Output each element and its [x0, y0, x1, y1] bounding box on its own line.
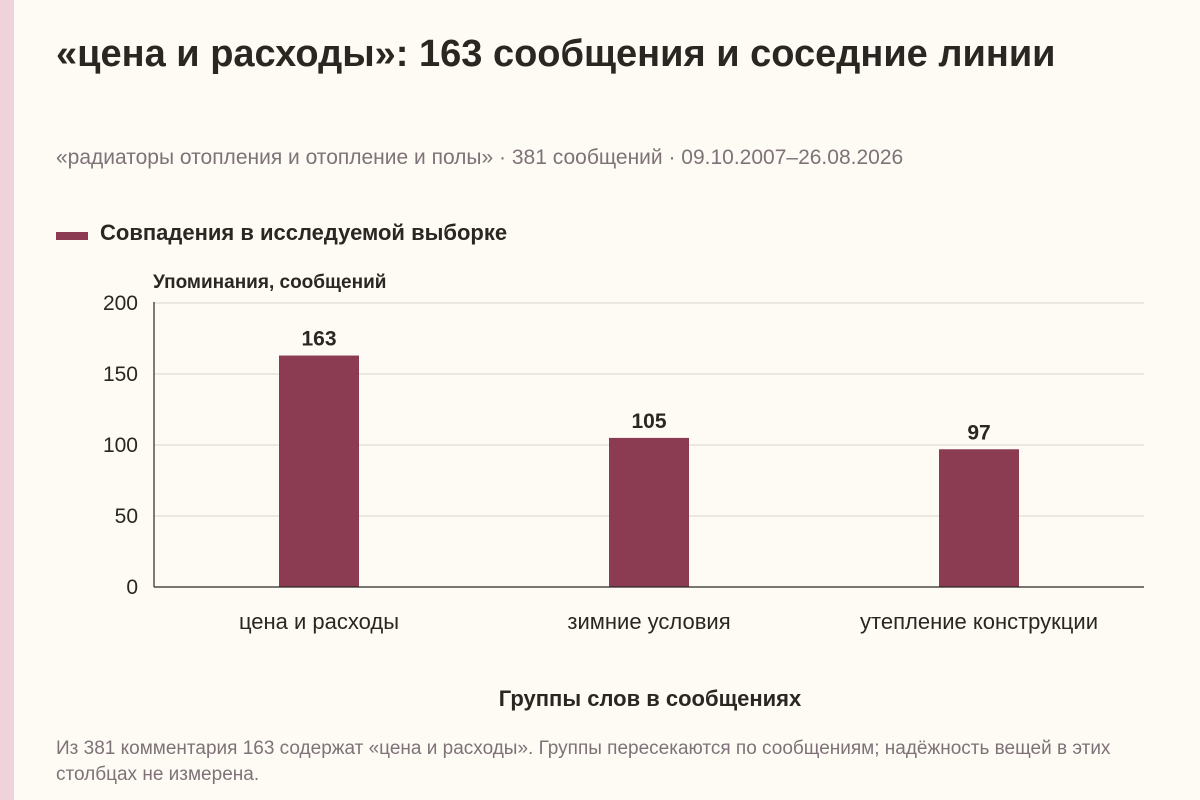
footnote: Из 381 комментария 163 содержат «цена и … [56, 738, 1111, 785]
bar-value-label: 163 [301, 328, 336, 351]
axes [153, 302, 1144, 588]
legend-swatch [56, 232, 88, 240]
x-axis-title: Группы слов в сообщениях [498, 686, 802, 711]
x-tick-labels: цена и расходы зимние условия утепление ко… [239, 609, 1098, 634]
y-axis-title: Упоминания, сообщений [153, 272, 387, 293]
y-tick-label: 150 [103, 363, 138, 386]
y-tick-label: 0 [126, 576, 138, 599]
bar-value-label: 105 [631, 410, 666, 433]
legend: Совпадения в исследуемой выборке [56, 218, 507, 248]
chart-subtitle: «радиаторы отопления и отопление и полы»… [56, 146, 904, 169]
bar-value-label: 97 [967, 421, 990, 444]
x-tick-label: утепление конструкции [860, 609, 1098, 634]
legend-label: Совпадения в исследуемой выборке [100, 220, 508, 245]
side-accent-strip [0, 0, 14, 800]
data-labels: 163 105 97 [301, 328, 990, 445]
x-tick-label: цена и расходы [239, 609, 399, 634]
chart-title: «цена и расходы»: 163 сообщения и соседн… [56, 33, 1056, 75]
bar [609, 437, 689, 587]
x-tick-label: зимние условия [567, 609, 730, 634]
bar [939, 449, 1019, 587]
bar [279, 355, 359, 587]
y-tick-label: 200 [103, 292, 138, 315]
bars [279, 355, 1019, 587]
y-tick-label: 50 [115, 505, 138, 528]
y-tick-labels: 0 50 100 150 200 [103, 292, 138, 599]
y-tick-label: 100 [103, 434, 138, 457]
